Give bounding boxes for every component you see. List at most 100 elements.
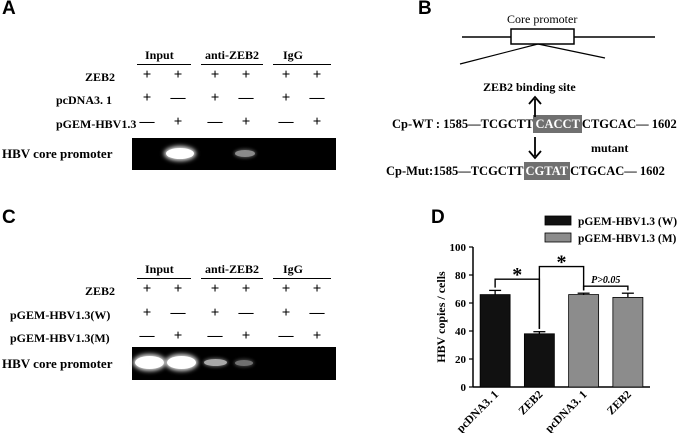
cp-mut-prefix: Cp-Mut:1585—TCGCTT xyxy=(386,164,524,178)
gel-label-c: HBV core promoter xyxy=(2,356,113,371)
significance-bracket-2-label: * xyxy=(557,252,567,274)
group-underline-input-c xyxy=(137,278,191,279)
up-arrow-head xyxy=(528,95,542,105)
bar-3 xyxy=(612,296,644,388)
sign-c-r0-c0: + xyxy=(142,281,152,297)
bar-2 xyxy=(568,294,600,388)
y-tick-label-5: 100 xyxy=(450,242,467,254)
sign-a-r2-c5: + xyxy=(312,114,322,130)
legend-label-1: pGEM-HBV1.3 (M) xyxy=(578,233,677,245)
sign-c-r1-c2: + xyxy=(210,305,220,321)
group-underline-igg-c xyxy=(273,278,331,279)
legend-swatch-0 xyxy=(544,215,572,226)
cp-mut-binding-box: CGTAT xyxy=(523,162,571,180)
cp-wt-suffix: CTGCAC— 1602 xyxy=(581,117,677,131)
sign-c-r0-c4: + xyxy=(281,281,291,297)
sign-a-r2-c3: + xyxy=(241,114,251,130)
y-tick-label-0: 0 xyxy=(461,382,467,394)
core-promoter-label: Core promoter xyxy=(507,12,578,26)
sign-a-r0-c1: + xyxy=(173,67,183,83)
cp-mut-sequence: Cp-Mut:1585—TCGCTT CGTAT CTGCAC— 1602 xyxy=(386,162,665,180)
bar-1 xyxy=(523,333,555,388)
sign-c-r1-c5: — xyxy=(309,305,325,321)
x-tick-label-2: pcDNA3. 1 xyxy=(543,388,590,433)
x-tick-label-1: ZEB2 xyxy=(517,388,546,417)
group-input-c: Input xyxy=(145,262,174,276)
sign-c-r2-c1: + xyxy=(173,328,183,344)
row-label-pgem-m-c: pGEM-HBV1.3(M) xyxy=(10,331,110,345)
sign-a-r1-c2: + xyxy=(210,90,220,106)
sign-c-r1-c4: + xyxy=(281,305,291,321)
y-tick-label-4: 80 xyxy=(455,270,467,282)
sign-c-r1-c1: — xyxy=(170,305,186,321)
sign-a-r1-c5: — xyxy=(309,90,325,106)
zoom-line-left xyxy=(459,43,539,65)
row-label-pgem-a: pGEM-HBV1.3 xyxy=(56,117,137,131)
gel-label-a: HBV core promoter xyxy=(2,146,113,161)
x-tick-label-3: ZEB2 xyxy=(605,388,634,417)
sign-c-r0-c2: + xyxy=(210,281,220,297)
panel-b-label: B xyxy=(418,0,432,19)
group-anti-zeb2-c: anti-ZEB2 xyxy=(205,262,260,276)
core-promoter-box xyxy=(510,28,575,45)
sign-a-r0-c5: + xyxy=(312,67,322,83)
sign-c-r2-c0: — xyxy=(139,328,155,344)
sign-c-r2-c4: — xyxy=(278,328,294,344)
sign-a-r2-c4: — xyxy=(278,114,294,130)
mutant-label: mutant xyxy=(591,141,629,155)
row-label-zeb2-c: ZEB2 xyxy=(85,284,116,298)
sign-a-r0-c3: + xyxy=(241,67,251,83)
zeb2-binding-site-label: ZEB2 binding site xyxy=(483,80,576,94)
sign-a-r2-c1: + xyxy=(173,114,183,130)
gel-band-a-input xyxy=(166,148,194,159)
sign-c-r0-c5: + xyxy=(312,281,322,297)
sign-c-r2-c5: + xyxy=(312,328,322,344)
sign-a-r1-c1: — xyxy=(170,90,186,106)
cp-wt-binding-box: CACCT xyxy=(533,115,582,133)
panel-d-label: D xyxy=(431,207,445,228)
group-underline-input-a xyxy=(137,64,191,65)
significance-bracket-1-label: * xyxy=(512,264,522,286)
sign-c-r0-c1: + xyxy=(173,281,183,297)
panel-c-label: C xyxy=(2,207,16,228)
row-label-pcdna-a: pcDNA3. 1 xyxy=(56,93,112,107)
cp-mut-suffix: CTGCAC— 1602 xyxy=(570,164,665,178)
cp-wt-sequence: Cp-WT : 1585—TCGCTT CACCT CTGCAC— 1602 xyxy=(392,115,677,133)
sign-c-r1-c3: — xyxy=(238,305,254,321)
cp-wt-prefix: Cp-WT : 1585—TCGCTT xyxy=(392,117,534,131)
sign-a-r0-c2: + xyxy=(210,67,220,83)
significance-bracket-2 xyxy=(538,265,585,329)
zoom-line-right xyxy=(537,43,606,59)
group-underline-anti-zeb2-a xyxy=(201,64,263,65)
sign-a-r0-c4: + xyxy=(281,67,291,83)
sign-c-r2-c3: + xyxy=(241,328,251,344)
group-anti-zeb2-a: anti-ZEB2 xyxy=(205,48,260,62)
group-igg-a: IgG xyxy=(283,48,304,62)
y-tick-label-3: 60 xyxy=(455,298,467,310)
sign-a-r2-c0: — xyxy=(139,114,155,130)
row-label-pgem-w-c: pGEM-HBV1.3(W) xyxy=(10,308,111,322)
sign-c-r2-c2: — xyxy=(207,328,223,344)
gel-band-c-anti-zeb2-w xyxy=(204,359,227,366)
y-tick-label-1: 20 xyxy=(455,354,467,366)
sign-c-r0-c3: + xyxy=(241,281,251,297)
gel-image-c xyxy=(132,347,336,380)
gel-band-c-input-w xyxy=(135,356,164,369)
sign-a-r1-c3: — xyxy=(238,90,254,106)
gel-image-a xyxy=(132,138,336,170)
sign-a-r1-c0: + xyxy=(142,90,152,106)
y-tick-label-2: 40 xyxy=(455,326,467,338)
x-tick-label-0: pcDNA3. 1 xyxy=(455,388,502,433)
group-input-a: Input xyxy=(145,48,174,62)
sign-c-r1-c0: + xyxy=(142,305,152,321)
panel-a-label: A xyxy=(2,0,16,19)
group-igg-c: IgG xyxy=(283,262,304,276)
y-axis-label: HBV copies / cells xyxy=(434,271,448,363)
gel-band-c-input-m xyxy=(167,356,196,369)
sign-a-r2-c2: — xyxy=(207,114,223,130)
group-underline-anti-zeb2-c xyxy=(201,278,263,279)
pvalue-bracket xyxy=(582,285,629,291)
legend-swatch-1 xyxy=(544,232,572,243)
bar-0 xyxy=(479,294,511,388)
